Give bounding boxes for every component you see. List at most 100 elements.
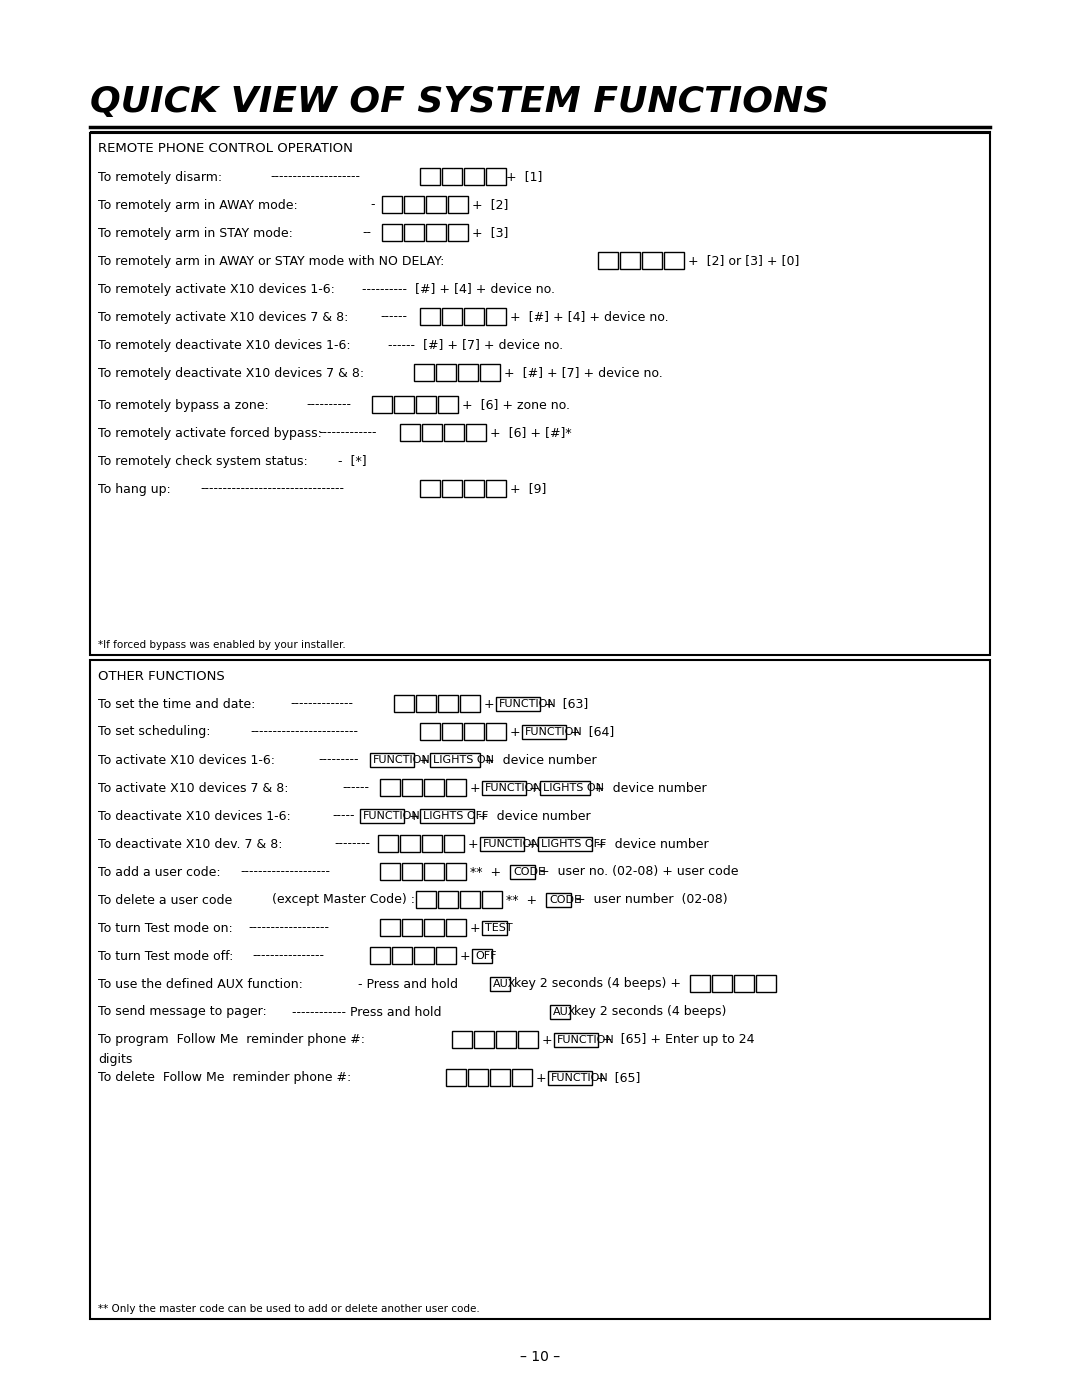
Text: ------: ------	[342, 781, 369, 795]
Text: --------: --------	[334, 837, 370, 851]
Bar	[424, 919, 444, 936]
Bar	[370, 947, 390, 964]
Bar	[482, 921, 508, 935]
Text: +  device number: + device number	[478, 809, 591, 823]
Text: To add a user code:: To add a user code:	[98, 866, 220, 879]
Text: +  user number  (02-08): + user number (02-08)	[576, 894, 728, 907]
Text: To activate X10 devices 1-6:: To activate X10 devices 1-6:	[98, 753, 275, 767]
Text: ------  [#] + [7] + device no.: ------ [#] + [7] + device no.	[388, 338, 563, 352]
Bar	[620, 251, 640, 270]
Bar	[438, 891, 458, 908]
Text: -  [*]: - [*]	[338, 454, 366, 468]
Bar	[442, 481, 462, 497]
Text: +  device number: + device number	[594, 781, 706, 795]
Text: ** Only the master code can be used to add or delete another user code.: ** Only the master code can be used to a…	[98, 1303, 480, 1315]
Bar	[518, 1031, 538, 1048]
Bar	[444, 425, 464, 441]
Bar	[380, 863, 400, 880]
Bar	[446, 919, 465, 936]
Bar	[486, 481, 507, 497]
Text: +  [6] + zone no.: + [6] + zone no.	[462, 398, 570, 412]
Bar	[448, 196, 468, 212]
Text: **  +: ** +	[507, 894, 537, 907]
Text: +  [64]: + [64]	[570, 725, 615, 739]
Text: To hang up:: To hang up:	[98, 482, 171, 496]
Bar	[402, 780, 422, 796]
Bar	[598, 251, 618, 270]
Bar	[414, 365, 434, 381]
Bar	[474, 1031, 494, 1048]
Text: To delete a user code: To delete a user code	[98, 894, 232, 907]
Text: +  [2]: + [2]	[472, 198, 509, 211]
Bar	[458, 365, 478, 381]
Text: ------------------: ------------------	[248, 922, 329, 935]
Text: - Press and hold: - Press and hold	[357, 978, 458, 990]
Text: *If forced bypass was enabled by your installer.: *If forced bypass was enabled by your in…	[98, 640, 346, 650]
Text: FUNCTION: FUNCTION	[551, 1073, 609, 1083]
Text: ----------: ----------	[306, 398, 351, 412]
Text: -: -	[370, 198, 375, 211]
Text: +: +	[460, 950, 471, 963]
Text: --------------: --------------	[291, 697, 353, 711]
Text: To deactivate X10 devices 1-6:: To deactivate X10 devices 1-6:	[98, 809, 291, 823]
Bar	[436, 365, 456, 381]
Text: ------: ------	[380, 310, 407, 324]
Text: digits: digits	[98, 1053, 133, 1066]
Bar	[380, 780, 400, 796]
Text: FUNCTION: FUNCTION	[483, 840, 541, 849]
Text: FUNCTION: FUNCTION	[525, 726, 583, 738]
Text: -------------: -------------	[318, 426, 377, 440]
Bar	[468, 1069, 488, 1085]
Bar	[522, 725, 566, 739]
Bar	[486, 307, 507, 326]
Bar	[420, 724, 440, 740]
Text: ---------: ---------	[318, 753, 359, 767]
Text: +: +	[536, 1071, 546, 1084]
Bar	[380, 919, 400, 936]
Text: +  [6] + [#]*: + [6] + [#]*	[490, 426, 571, 440]
Text: ----------  [#] + [4] + device no.: ---------- [#] + [4] + device no.	[362, 282, 555, 296]
Bar	[482, 891, 502, 908]
Bar	[402, 863, 422, 880]
Bar	[420, 307, 440, 326]
Bar	[486, 724, 507, 740]
Bar	[394, 395, 414, 414]
Bar	[424, 780, 444, 796]
Bar	[444, 835, 464, 852]
Text: TEST: TEST	[485, 923, 513, 933]
Bar	[382, 224, 402, 242]
Text: LIGHTS ON: LIGHTS ON	[433, 754, 495, 766]
Text: +  [#] + [4] + device no.: + [#] + [4] + device no.	[510, 310, 669, 324]
Text: OTHER FUNCTIONS: OTHER FUNCTIONS	[98, 669, 225, 683]
Bar	[554, 1032, 598, 1046]
Text: +: +	[528, 781, 539, 795]
Bar	[490, 1069, 510, 1085]
Bar	[446, 780, 465, 796]
Bar	[414, 947, 434, 964]
Text: --------------------: --------------------	[240, 866, 330, 879]
Bar	[480, 365, 500, 381]
Text: To remotely activate forced bypass:: To remotely activate forced bypass:	[98, 426, 322, 440]
Text: (except Master Code) :: (except Master Code) :	[272, 894, 415, 907]
Text: +: +	[470, 922, 481, 935]
Text: FUNCTION: FUNCTION	[485, 782, 543, 793]
Text: +  [9]: + [9]	[510, 482, 546, 496]
Text: CODE: CODE	[513, 868, 545, 877]
Bar	[713, 975, 732, 992]
Bar	[404, 196, 424, 212]
Bar	[512, 1069, 532, 1085]
Bar	[464, 307, 484, 326]
Text: LIGHTS OFF: LIGHTS OFF	[423, 812, 489, 821]
Text: +  [3]: + [3]	[472, 226, 509, 239]
Bar	[372, 395, 392, 414]
Text: To deactivate X10 dev. 7 & 8:: To deactivate X10 dev. 7 & 8:	[98, 837, 283, 851]
Bar	[448, 224, 468, 242]
Bar	[460, 891, 480, 908]
Text: +: +	[408, 809, 419, 823]
Bar	[420, 481, 440, 497]
Bar	[464, 168, 484, 184]
Text: +  [63]: + [63]	[544, 697, 589, 711]
Bar	[446, 1069, 465, 1085]
Bar	[442, 724, 462, 740]
Bar	[400, 835, 420, 852]
